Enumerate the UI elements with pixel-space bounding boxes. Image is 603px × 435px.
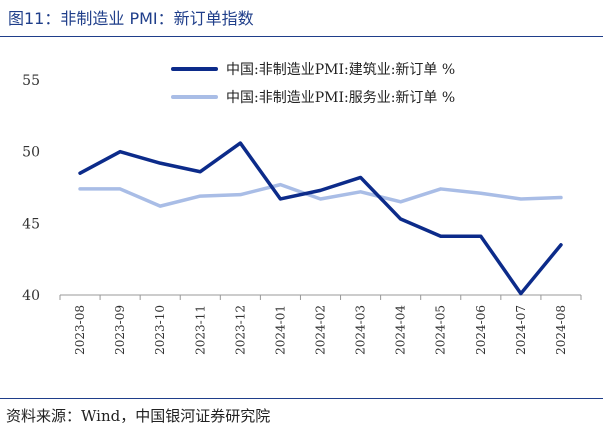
- x-tick-label: 2024-06: [474, 305, 488, 355]
- x-tick-label: 2024-07: [514, 305, 528, 355]
- y-tick-label: 40: [22, 288, 40, 304]
- legend-label: 中国:非制造业PMI:建筑业:新订单 %: [226, 62, 455, 78]
- legend-label: 中国:非制造业PMI:服务业:新订单 %: [226, 90, 455, 106]
- series-line-services: [78, 182, 563, 208]
- y-tick-label: 55: [22, 73, 40, 89]
- x-tick-label: 2024-05: [434, 305, 448, 355]
- y-axis: 40 45 50 55: [22, 73, 40, 304]
- y-tick-label: 50: [22, 145, 40, 161]
- source-note: 资料来源：Wind，中国银河证券研究院: [6, 407, 271, 425]
- x-axis: 2023-08 2023-09 2023-10 2023-11 2023-12 2024-…: [59, 294, 582, 355]
- x-tick-label: 2024-02: [314, 305, 328, 355]
- title-divider: [0, 36, 603, 37]
- x-tick-label: 2023-10: [153, 305, 167, 355]
- figure-title: 图11：非制造业 PMI：新订单指数: [8, 9, 254, 28]
- x-tick-label: 2024-01: [273, 305, 287, 355]
- chart-legend: 中国:非制造业PMI:建筑业:新订单 % 中国:非制造业PMI:服务业:新订单 %: [171, 62, 455, 106]
- x-tick-label: 2024-03: [354, 305, 368, 355]
- x-tick-label: 2023-12: [233, 305, 247, 355]
- x-tick-label: 2023-08: [73, 305, 87, 355]
- series-lines: [78, 141, 563, 296]
- x-tick-label: 2024-04: [394, 305, 408, 355]
- x-tick-label: 2023-09: [113, 305, 127, 355]
- line-chart: 中国:非制造业PMI:建筑业:新订单 % 中国:非制造业PMI:服务业:新订单 %…: [22, 62, 582, 355]
- y-tick-label: 45: [22, 216, 40, 232]
- x-tick-label: 2023-11: [193, 305, 207, 355]
- x-tick-label: 2024-08: [554, 305, 568, 355]
- bottom-divider: [0, 398, 603, 399]
- series-line-construction: [78, 141, 563, 296]
